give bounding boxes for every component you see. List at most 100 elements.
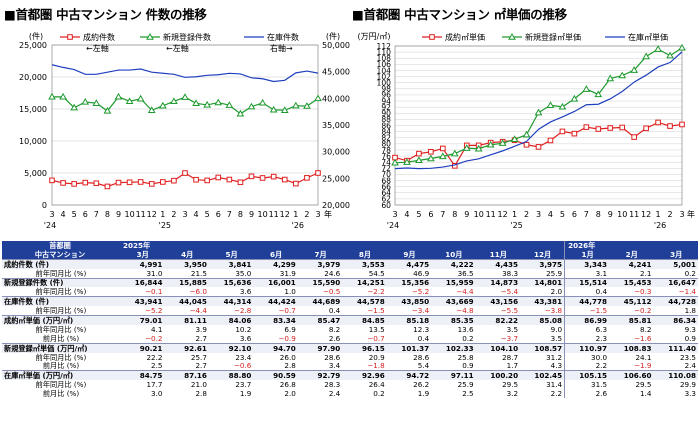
table-cell: 28.3 [324, 380, 341, 390]
table-cell: 24.1 [635, 352, 652, 362]
table-header-label-2: 中古マンション [2, 249, 120, 260]
legend-marker [508, 32, 516, 40]
table-cell: 28.6 [324, 352, 341, 362]
table-cell: 22.2 [146, 352, 163, 362]
data-point [192, 99, 200, 107]
table-cell: 90.21 [120, 342, 165, 353]
table-cell: 102.33 [431, 342, 476, 353]
table-cell: −6.0 [189, 287, 207, 297]
table-cell: 13.5 [368, 325, 385, 334]
table-cell: 31.4 [546, 380, 563, 390]
table-cell: 0.2 [462, 333, 474, 343]
table-cell: 17.7 [146, 380, 163, 390]
y-tick-label: 66 [381, 182, 391, 191]
table-cell: −4.4 [456, 287, 474, 297]
x-tick-label: 11 [629, 210, 639, 219]
data-point [619, 124, 626, 131]
x-tick-label: 11 [269, 210, 279, 219]
y-tick-label: 100 [377, 78, 392, 87]
table-cell: 94.72 [386, 370, 432, 381]
x-tick-label: 9 [116, 210, 121, 219]
table-cell: 14,801 [520, 277, 565, 288]
table-row: 新規登録件数 (件) 16,844 15,885 15,636 16,001 15,590… [2, 277, 698, 288]
x-year-label: '25 [510, 221, 522, 230]
table-cell: 97.90 [297, 342, 343, 353]
table-cell: 85.18 [386, 315, 432, 326]
table-cell: 38.3 [502, 268, 519, 278]
table-cell: 84.75 [120, 370, 165, 381]
data-point [679, 121, 685, 128]
table-cell: 0.9 [462, 361, 474, 371]
y-right-tick-label: 50,000 [322, 41, 350, 50]
table-cell: 14,251 [342, 277, 387, 288]
legend-marker [429, 34, 435, 40]
table-cell: 0.4 [564, 287, 610, 297]
table-row: 成約㎡単価 (万円/㎡) 79.01 81.11 84.06 83.34 85.47 84.… [2, 315, 698, 326]
table-cell: 108.83 [609, 342, 654, 353]
y-tick-label: 92 [381, 103, 391, 112]
x-tick-label: 12 [280, 210, 290, 219]
table-cell: 15,514 [564, 277, 610, 288]
table-cell: 6.9 [284, 325, 296, 334]
table-cell: −2.8 [233, 306, 252, 316]
table-cell: 90.59 [253, 370, 298, 381]
data-point [415, 156, 423, 164]
data-point [203, 100, 212, 108]
data-point [247, 102, 256, 110]
x-tick-label: 7 [440, 210, 445, 219]
table-cell: 26.4 [368, 380, 385, 390]
table-cell: 16,001 [253, 277, 298, 288]
plot-area [51, 44, 319, 206]
table-cell: −1.5 [564, 306, 610, 316]
y-right-tick-label: 30,000 [322, 148, 350, 157]
table-cell: 3.3 [684, 389, 696, 399]
data-point [270, 173, 277, 180]
table-row-label: 新規登録㎡単価 (万円/㎡) [2, 342, 120, 353]
data-point [582, 85, 591, 92]
table-cell: 3.5 [506, 325, 519, 334]
table-cell: 35.0 [235, 268, 252, 278]
table-cell: 29.9 [679, 380, 696, 390]
table-cell: −5.2 [145, 306, 163, 316]
data-point [71, 181, 77, 187]
table-cell: 82.22 [475, 315, 521, 326]
data-point [643, 125, 649, 132]
left-chart-title: ■首都圏 中古マンション 件数の推移 [4, 7, 207, 22]
table-cell: 1.7 [506, 361, 519, 371]
data-point [403, 158, 411, 165]
data-point [630, 66, 639, 73]
table-cell: 31.5 [564, 380, 610, 390]
data-point [137, 179, 144, 185]
y-tick-label: 106 [377, 60, 392, 69]
x-tick-label: 10 [124, 210, 134, 219]
data-point [171, 177, 177, 184]
x-tick-label: 5 [416, 210, 421, 219]
series-line [51, 64, 319, 83]
table-row: 前月比 (%) −0.2 2.7 3.6 −0.9 2.6 −0.7 0.4 0.2 −3.7 3.… [2, 333, 698, 344]
data-point [535, 144, 542, 150]
table-cell: 9.3 [684, 325, 696, 334]
data-point [158, 101, 167, 109]
table-cell: 2.5 [151, 361, 163, 371]
data-point [136, 94, 145, 102]
table-cell: 97.11 [431, 370, 476, 381]
y-tick-label: 5,000 [24, 169, 47, 178]
data-point [70, 103, 79, 111]
data-point [280, 106, 289, 113]
x-tick-label: 10 [617, 210, 627, 219]
table-cell: 92.79 [297, 370, 343, 381]
x-tick-label: 10 [474, 210, 484, 219]
data-point [226, 176, 233, 183]
table-cell: −5.4 [500, 287, 519, 297]
table-row-label: 前年同月比 (%) [35, 287, 87, 297]
data-point [534, 108, 543, 116]
table-cell: 4,241 [609, 258, 654, 269]
data-point [148, 181, 155, 187]
data-point [182, 170, 188, 176]
data-point [631, 134, 637, 140]
table-cell: 13.6 [457, 325, 474, 334]
table-cell: −4.8 [456, 306, 474, 316]
x-tick-label: 4 [548, 210, 553, 219]
table-cell: 1.9 [239, 389, 252, 399]
x-tick-label: 3 [392, 210, 397, 219]
